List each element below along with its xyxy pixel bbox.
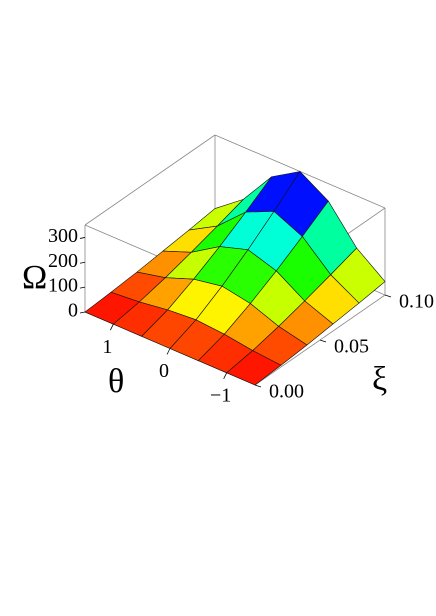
y-tick	[384, 294, 392, 298]
x-tick-label: −1	[210, 384, 231, 406]
z-tick	[79, 261, 86, 264]
y-tick	[319, 339, 327, 343]
y-tick-label: 0.10	[399, 291, 434, 313]
z-tick	[79, 237, 86, 239]
z-tick-label: 200	[48, 250, 78, 272]
x-tick	[223, 372, 228, 380]
z-tick	[79, 286, 86, 289]
x-axis-label: θ	[108, 363, 124, 400]
x-tick	[109, 323, 114, 331]
x-tick-label: 1	[102, 336, 112, 358]
y-tick-label: 0.00	[269, 381, 304, 403]
z-tick	[79, 311, 86, 314]
z-axis-label: Ω	[22, 259, 47, 296]
x-tick	[166, 348, 171, 355]
x-tick-label: 0	[159, 360, 169, 382]
box-edge	[84, 134, 216, 226]
y-tick-label: 0.05	[334, 336, 369, 358]
y-tick	[254, 384, 262, 388]
z-tick-label: 0	[68, 300, 78, 322]
z-tick-label: 300	[48, 225, 78, 247]
y-axis-label: ξ	[372, 361, 387, 398]
surface-patch	[226, 350, 282, 386]
z-tick-label: 100	[48, 275, 78, 297]
